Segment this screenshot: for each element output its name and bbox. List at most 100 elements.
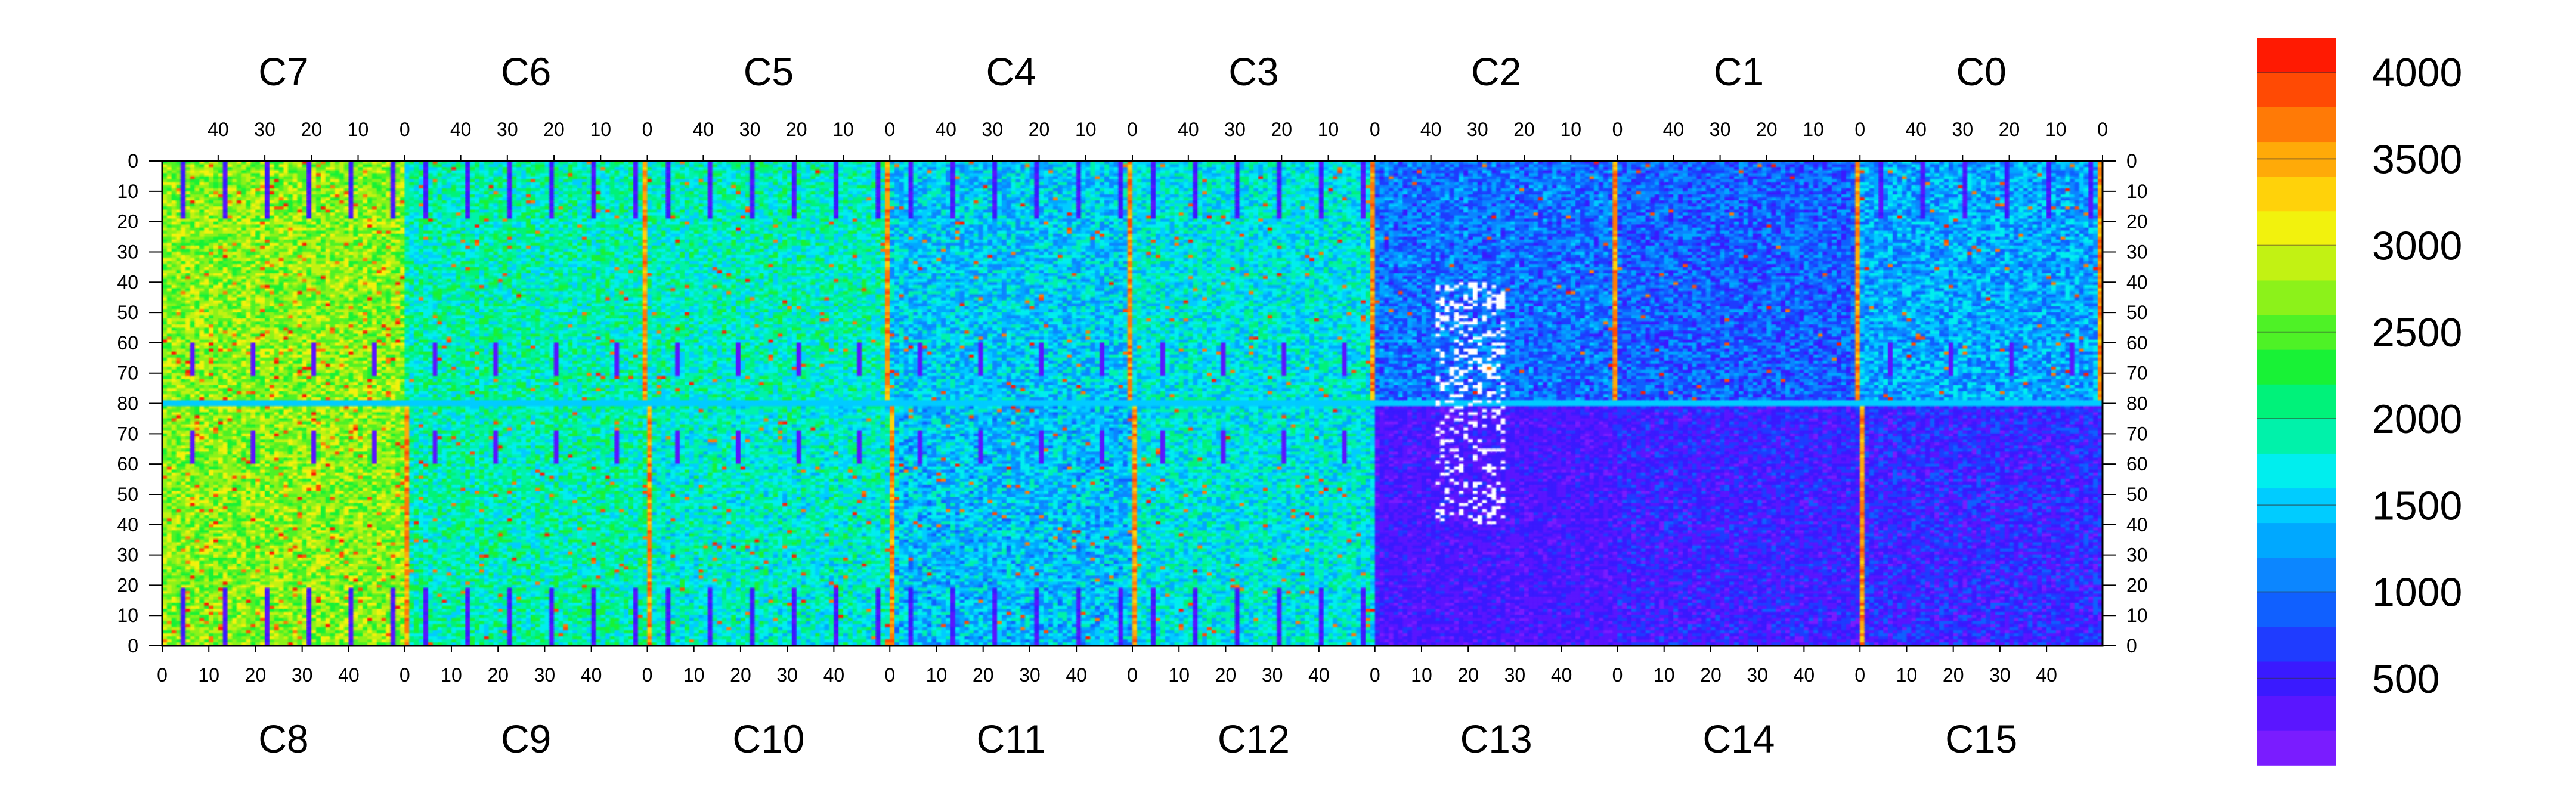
bottom-axis-tick-label: 30 (1747, 664, 1768, 686)
bottom-axis-tick-label: 30 (776, 664, 798, 686)
top-chip-label: C7 (258, 49, 308, 94)
right-axis-tick-label: 60 (2126, 332, 2148, 354)
colorbar-tick-label: 3000 (2372, 224, 2462, 269)
top-axis-tick-label: 30 (497, 119, 518, 140)
bottom-axis-tick-label: 0 (157, 664, 168, 686)
top-axis-tick-label: 30 (1952, 119, 1974, 140)
colorbar-segment (2257, 280, 2336, 315)
bottom-axis-tick-label: 0 (642, 664, 653, 686)
colorbar-tick-label: 3500 (2372, 137, 2462, 182)
left-axis-tick-label: 60 (117, 453, 138, 475)
top-axis-tick-label: 20 (786, 119, 807, 140)
left-axis-tick-label: 50 (117, 484, 138, 505)
bottom-chip-label: C14 (1702, 717, 1775, 761)
right-axis-tick-label: 70 (2126, 423, 2148, 444)
left-axis-tick-label: 60 (117, 332, 138, 354)
colorbar-segment (2257, 383, 2336, 419)
right-axis-tick-label: 50 (2126, 484, 2148, 505)
top-axis-tick-label: 0 (642, 119, 653, 140)
top-axis-tick-label: 30 (1467, 119, 1488, 140)
colorbar-segment (2257, 522, 2336, 558)
bottom-axis-tick-label: 20 (730, 664, 751, 686)
top-axis-tick-label: 10 (590, 119, 611, 140)
top-axis-tick-label: 10 (1560, 119, 1581, 140)
bottom-axis-tick-label: 0 (400, 664, 410, 686)
bottom-axis-tick-label: 0 (1370, 664, 1380, 686)
right-axis-tick-label: 80 (2126, 393, 2148, 414)
bottom-axis-tick-label: 40 (1794, 664, 1815, 686)
bottom-chip-label: C13 (1460, 717, 1532, 761)
colorbar-segment (2257, 72, 2336, 107)
top-chip-label: C1 (1714, 49, 1764, 94)
bottom-axis-tick-label: 30 (292, 664, 313, 686)
left-axis-tick-label: 0 (128, 635, 138, 657)
top-axis-tick-label: 40 (450, 119, 472, 140)
top-axis-tick-label: 10 (1803, 119, 1824, 140)
right-axis-tick-label: 10 (2126, 605, 2148, 626)
bottom-axis-tick-label: 10 (1654, 664, 1675, 686)
colorbar-segment (2257, 349, 2336, 385)
top-axis-tick-label: 0 (1370, 119, 1380, 140)
bottom-axis-tick-label: 30 (1019, 664, 1041, 686)
bottom-chip-label: C8 (258, 717, 308, 761)
colorbar-tick-label: 4000 (2372, 50, 2462, 95)
colorbar-tick-label: 1500 (2372, 483, 2462, 528)
left-axis-tick-label: 70 (117, 423, 138, 444)
colorbar-segment (2257, 107, 2336, 143)
top-axis-tick-label: 20 (1271, 119, 1293, 140)
heatmap-image (162, 161, 2103, 646)
top-chip-label: C6 (501, 49, 551, 94)
colorbar-tick-label: 2000 (2372, 397, 2462, 442)
top-axis-tick-label: 0 (400, 119, 410, 140)
colorbar-segment (2257, 210, 2336, 246)
bottom-axis-tick-label: 10 (198, 664, 219, 686)
left-axis-tick-label: 20 (117, 574, 138, 596)
color-scale-bar: 4000 3500 3000 2500 2000 1500 1000 500 (2257, 38, 2462, 766)
top-axis-tick-label: 20 (1756, 119, 1778, 140)
colorbar-segment (2257, 592, 2336, 627)
left-axis-tick-label: 0 (128, 150, 138, 172)
left-axis-tick-label: 20 (117, 211, 138, 233)
bottom-axis-tick-label: 30 (1504, 664, 1526, 686)
top-chip-label: C2 (1471, 49, 1521, 94)
bottom-axis-tick-label: 10 (1896, 664, 1918, 686)
left-axis-tick-label: 40 (117, 514, 138, 535)
colorbar-segment (2257, 626, 2336, 662)
bottom-axis-tick-label: 10 (1411, 664, 1432, 686)
top-axis-tick-label: 20 (1513, 119, 1535, 140)
top-axis-tick-label: 20 (301, 119, 323, 140)
bottom-axis-tick-label: 20 (487, 664, 509, 686)
top-axis-tick-label: 30 (1224, 119, 1246, 140)
left-axis-tick-label: 80 (117, 393, 138, 414)
right-axis-tick-label: 10 (2126, 181, 2148, 202)
top-axis-tick-label: 20 (1029, 119, 1050, 140)
bottom-axis-tick-label: 10 (1168, 664, 1190, 686)
top-chip-label: C0 (1956, 49, 2006, 94)
top-chip-label: C4 (986, 49, 1036, 94)
bottom-axis-tick-label: 30 (1262, 664, 1283, 686)
axes: 40 30 20 10 0 40 30 20 10 0 40 30 20 10 0 40 30 20 10 0 40 30… (117, 119, 2147, 686)
right-axis-tick-label: 50 (2126, 302, 2148, 323)
bottom-axis-tick-label: 40 (1551, 664, 1572, 686)
top-axis-tick-label: 40 (693, 119, 714, 140)
top-axis-tick-label: 0 (1854, 119, 1865, 140)
bottom-axis-tick-label: 0 (1612, 664, 1623, 686)
right-axis-tick-label: 60 (2126, 453, 2148, 475)
chip-labels: C7 C6 C5 C4 C3 C2 C1 C0 C8 C9 C10 C11 C12 C13 C14 C15 (258, 49, 2017, 761)
right-axis-tick-label: 40 (2126, 514, 2148, 535)
bottom-axis-tick-label: 20 (973, 664, 994, 686)
bottom-axis-tick-label: 10 (441, 664, 462, 686)
top-axis-tick-label: 20 (543, 119, 565, 140)
top-axis-tick-label: 0 (1127, 119, 1138, 140)
top-axis-tick-label: 10 (348, 119, 369, 140)
colorbar-segment (2257, 419, 2336, 454)
right-axis-tick-label: 0 (2126, 150, 2137, 172)
left-axis-tick-label: 30 (117, 241, 138, 262)
left-axis-tick-label: 70 (117, 363, 138, 384)
bottom-chip-label: C15 (1945, 717, 2017, 761)
bottom-axis-tick-label: 40 (1308, 664, 1330, 686)
top-axis-tick-label: 40 (1420, 119, 1442, 140)
colorbar-segment (2257, 557, 2336, 593)
bottom-axis-tick-label: 20 (245, 664, 267, 686)
top-axis-tick-label: 40 (1178, 119, 1199, 140)
